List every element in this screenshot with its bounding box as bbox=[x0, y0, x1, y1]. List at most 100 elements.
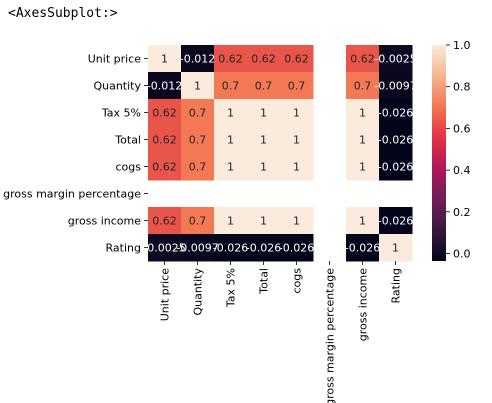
x-tick-labels: Unit price Quantity Tax 5% Total cogs gross m… bbox=[159, 261, 403, 403]
y-tick-label: Total bbox=[114, 134, 141, 147]
y-tick-label: gross margin percentage bbox=[3, 188, 141, 201]
heatmap-cell bbox=[280, 207, 314, 235]
heatmap-cell bbox=[280, 72, 314, 100]
heatmap-cell bbox=[379, 207, 413, 235]
cell-annotation: 0.62 bbox=[218, 53, 243, 66]
cell-annotation: 1 bbox=[293, 134, 300, 147]
cell-annotation: 0.7 bbox=[189, 134, 207, 147]
cell-annotation: -0.026 bbox=[378, 215, 413, 228]
heatmap-cell bbox=[247, 153, 281, 181]
cell-annotation: 1 bbox=[392, 242, 399, 255]
cell-annotation: -0.0025 bbox=[374, 53, 416, 66]
cell-annotation: 0.62 bbox=[152, 107, 177, 120]
cell-annotation: 1 bbox=[227, 134, 234, 147]
cell-annotation: 0.7 bbox=[222, 80, 240, 93]
heatmap-cell bbox=[346, 153, 380, 181]
cell-annotation: 0.7 bbox=[288, 80, 306, 93]
heatmap-cell bbox=[379, 72, 413, 100]
heatmap-cell bbox=[214, 72, 248, 100]
cell-annotation: 1 bbox=[293, 161, 300, 174]
cell-annotation: 0.7 bbox=[189, 215, 207, 228]
heatmap-cell bbox=[247, 207, 281, 235]
heatmap-cell bbox=[280, 234, 314, 262]
y-tick-labels: Unit price Quantity Tax 5% Total cogs gross m… bbox=[3, 53, 148, 255]
cell-annotation: 0.62 bbox=[152, 215, 177, 228]
x-tick-label: Total bbox=[258, 268, 271, 295]
heatmap-cell bbox=[181, 72, 215, 100]
heatmap-cell bbox=[181, 207, 215, 235]
cell-annotation: 1 bbox=[359, 134, 366, 147]
heatmap-cell bbox=[148, 126, 182, 154]
heatmap-cell bbox=[379, 126, 413, 154]
heatmap-cell bbox=[280, 99, 314, 127]
cell-annotation: 1 bbox=[194, 80, 201, 93]
y-tick-label: cogs bbox=[116, 161, 142, 174]
cell-annotation: 1 bbox=[359, 215, 366, 228]
cell-annotation: 0.7 bbox=[189, 107, 207, 120]
x-tick-label: Quantity bbox=[192, 268, 205, 316]
heatmap-cell bbox=[346, 126, 380, 154]
cell-annotation: 1 bbox=[260, 215, 267, 228]
heatmap-annotations: 1 -0.012 0.62 0.62 0.62 0.62 -0.0025-0.012 1 0.7… bbox=[143, 53, 416, 255]
x-tick-label: Unit price bbox=[159, 268, 172, 321]
heatmap-cell bbox=[379, 153, 413, 181]
cell-annotation: 1 bbox=[359, 161, 366, 174]
heatmap-cell bbox=[346, 72, 380, 100]
heatmap-cell bbox=[346, 234, 380, 262]
cell-annotation: -0.026 bbox=[378, 107, 413, 120]
cell-annotation: -0.0097 bbox=[176, 242, 218, 255]
colorbar-tick-label: 0.8 bbox=[453, 81, 471, 94]
heatmap-cell bbox=[148, 99, 182, 127]
cell-annotation: 1 bbox=[260, 107, 267, 120]
cell-annotation: 1 bbox=[359, 107, 366, 120]
heatmap-cell bbox=[214, 153, 248, 181]
cell-annotation: 0.7 bbox=[189, 161, 207, 174]
colorbar-tick-label: 0.0 bbox=[453, 247, 471, 260]
colorbar-ticks: 0.0 0.2 0.4 0.6 0.8 1.0 bbox=[446, 39, 471, 260]
heatmap-cell bbox=[247, 126, 281, 154]
y-tick-label: Unit price bbox=[88, 53, 141, 66]
heatmap-cell bbox=[280, 45, 314, 73]
cell-annotation: -0.026 bbox=[213, 242, 248, 255]
heatmap-cell bbox=[148, 153, 182, 181]
heatmap-cell bbox=[148, 234, 182, 262]
heatmap-cell bbox=[214, 99, 248, 127]
heatmap-cell bbox=[379, 99, 413, 127]
colorbar-tick-label: 0.4 bbox=[453, 164, 471, 177]
heatmap-cell bbox=[247, 234, 281, 262]
cell-annotation: 1 bbox=[293, 107, 300, 120]
heatmap-cell bbox=[247, 99, 281, 127]
cell-annotation: 1 bbox=[227, 161, 234, 174]
cell-annotation: -0.0097 bbox=[374, 80, 416, 93]
heatmap-cell bbox=[148, 45, 182, 73]
x-tick-label: Tax 5% bbox=[225, 268, 238, 308]
y-tick-label: gross income bbox=[68, 215, 141, 228]
cell-annotation: -0.026 bbox=[279, 242, 314, 255]
cell-annotation: -0.026 bbox=[378, 134, 413, 147]
heatmap-cell bbox=[247, 72, 281, 100]
cell-annotation: 0.62 bbox=[284, 53, 309, 66]
cell-annotation: 1 bbox=[260, 134, 267, 147]
x-tick-label: gross income bbox=[357, 268, 370, 341]
heatmap-cells bbox=[148, 45, 413, 262]
heatmap-cell bbox=[280, 153, 314, 181]
heatmap-cell bbox=[379, 45, 413, 73]
y-tick-label: Rating bbox=[106, 242, 141, 255]
cell-annotation: 0.62 bbox=[251, 53, 276, 66]
heatmap-cell bbox=[181, 234, 215, 262]
heatmap-cell bbox=[181, 126, 215, 154]
y-tick-label: Quantity bbox=[93, 80, 141, 93]
heatmap-cell bbox=[181, 45, 215, 73]
heatmap-cell bbox=[346, 45, 380, 73]
cell-annotation: 1 bbox=[293, 215, 300, 228]
heatmap-cell bbox=[214, 234, 248, 262]
colorbar-tick-label: 0.2 bbox=[453, 206, 471, 219]
cell-output-repr: <AxesSubplot:> bbox=[8, 6, 118, 21]
cell-annotation: -0.0025 bbox=[143, 242, 185, 255]
cell-annotation: -0.026 bbox=[246, 242, 281, 255]
y-tick-label: Tax 5% bbox=[101, 107, 141, 120]
cell-annotation: -0.012 bbox=[180, 53, 215, 66]
heatmap-cell bbox=[346, 99, 380, 127]
cell-annotation: 0.7 bbox=[255, 80, 273, 93]
